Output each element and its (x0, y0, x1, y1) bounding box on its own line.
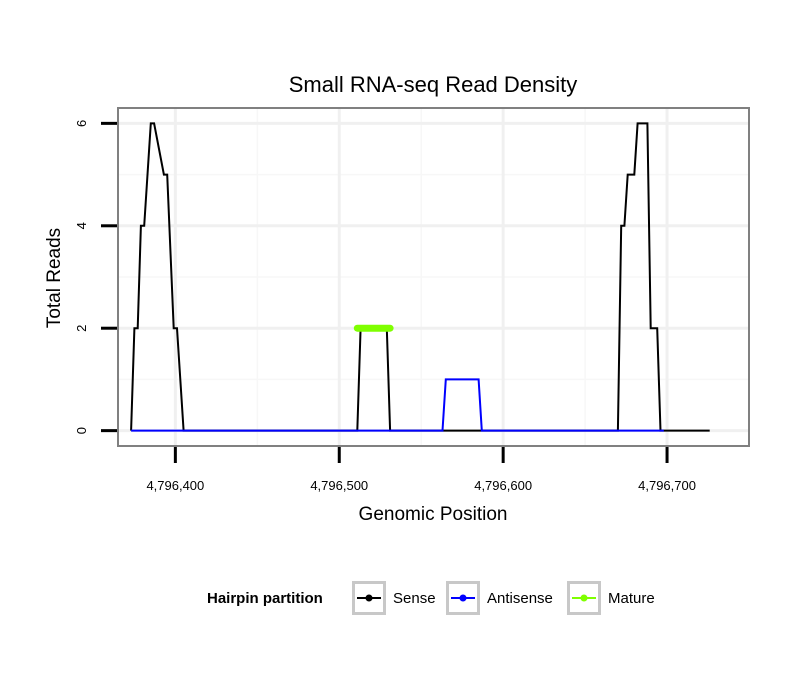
y-tick-label: 2 (74, 325, 89, 332)
x-tick-label: 4,796,400 (146, 478, 204, 493)
legend-title: Hairpin partition (207, 590, 323, 607)
legend-label: Antisense (487, 590, 553, 607)
chart-title: Small RNA-seq Read Density (289, 72, 578, 97)
legend-key-point (580, 594, 588, 602)
series-antisense-line (131, 378, 664, 432)
legend: Hairpin partition Sense Antisense Mature (207, 581, 655, 615)
x-tick-label: 4,796,500 (310, 478, 368, 493)
x-tick-label: 4,796,600 (474, 478, 532, 493)
legend-item-sense: Sense (352, 581, 436, 615)
series-layer (130, 122, 710, 432)
x-tick-label: 4,796,700 (638, 478, 696, 493)
legend-item-mature: Mature (567, 581, 655, 615)
x-axis-title: Genomic Position (359, 504, 508, 525)
legend-label: Mature (608, 590, 655, 607)
legend-key-point (459, 594, 467, 602)
legend-key-point (365, 594, 373, 602)
axes: 4,796,400 4,796,500 4,796,600 4,796,700 0 2 4 6 (74, 120, 696, 493)
legend-label: Sense (393, 590, 436, 607)
legend-item-antisense: Antisense (446, 581, 553, 615)
y-axis-title: Total Reads (44, 228, 65, 328)
y-tick-label: 4 (74, 222, 89, 229)
plot-border (117, 107, 750, 447)
y-tick-label: 6 (74, 120, 89, 127)
y-tick-label: 0 (74, 427, 89, 434)
